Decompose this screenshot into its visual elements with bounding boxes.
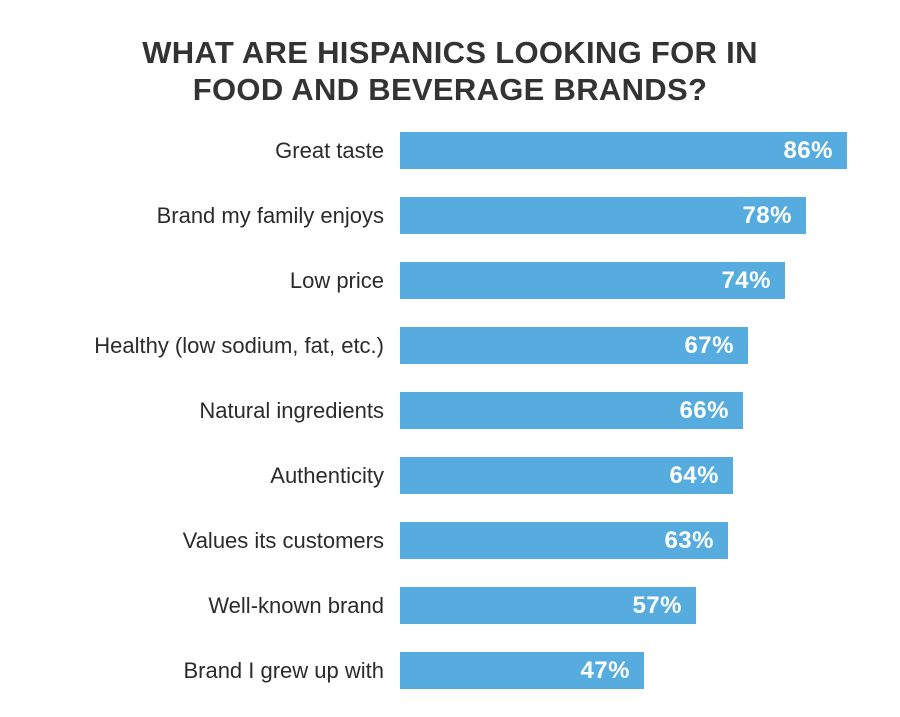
category-label: Great taste: [275, 137, 384, 163]
value-label: 47%: [580, 656, 630, 684]
category-label: Authenticity: [270, 462, 384, 488]
chart-rows: Great taste 86% Brand my family enjoys 78% L…: [0, 132, 900, 689]
category-label: Low price: [289, 267, 384, 293]
bar: 47%: [400, 652, 644, 689]
value-label: 57%: [632, 591, 682, 619]
value-label: 86%: [783, 136, 833, 164]
value-label: 64%: [669, 461, 719, 489]
chart-row: Brand I grew up with 47%: [0, 652, 900, 689]
chart-row: Low price 74%: [0, 262, 900, 299]
bar: 64%: [400, 457, 733, 494]
category-label: Healthy (low sodium, fat, etc.): [94, 332, 384, 358]
bar: 78%: [400, 197, 806, 234]
chart-row: Values its customers 63%: [0, 522, 900, 559]
chart-row: Authenticity 64%: [0, 457, 900, 494]
category-label: Brand I grew up with: [183, 657, 384, 683]
chart-title: WHAT ARE HISPANICS LOOKING FOR IN FOOD A…: [142, 35, 758, 107]
category-label: Natural ingredients: [199, 397, 384, 423]
bar: 86%: [400, 132, 847, 169]
category-label: Values its customers: [182, 527, 384, 553]
bar: 74%: [400, 262, 785, 299]
value-label: 63%: [664, 526, 714, 554]
chart-row: Healthy (low sodium, fat, etc.) 67%: [0, 327, 900, 364]
value-label: 66%: [679, 396, 729, 424]
category-label: Well-known brand: [208, 592, 384, 618]
value-label: 78%: [742, 201, 792, 229]
chart-row: Brand my family enjoys 78%: [0, 197, 900, 234]
chart-row: Natural ingredients 66%: [0, 392, 900, 429]
value-label: 67%: [684, 331, 734, 359]
chart-row: Well-known brand 57%: [0, 587, 900, 624]
category-label: Brand my family enjoys: [156, 202, 384, 228]
bar: 63%: [400, 522, 728, 559]
bar: 57%: [400, 587, 696, 624]
value-label: 74%: [721, 266, 771, 294]
bar: 67%: [400, 327, 748, 364]
chart-row: Great taste 86%: [0, 132, 900, 169]
bar: 66%: [400, 392, 743, 429]
